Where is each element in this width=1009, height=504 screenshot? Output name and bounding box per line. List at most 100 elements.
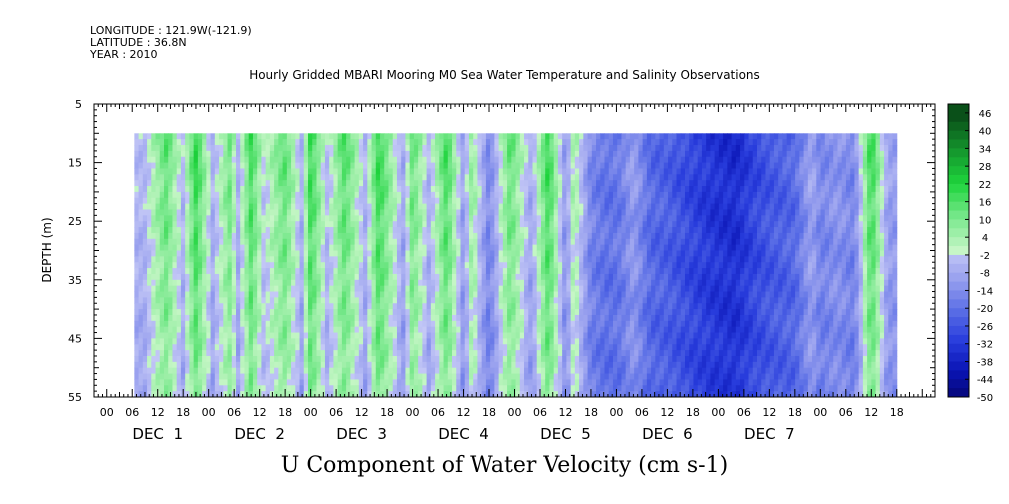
heatmap-cell bbox=[452, 221, 457, 228]
heatmap-cell bbox=[248, 145, 254, 152]
heatmap-cell bbox=[240, 256, 245, 263]
heatmap-cell bbox=[358, 238, 364, 246]
heatmap-cell bbox=[532, 145, 538, 152]
heatmap-cell bbox=[557, 262, 563, 269]
heatmap-cell bbox=[507, 174, 512, 181]
heatmap-cell bbox=[507, 203, 512, 210]
heatmap-cell bbox=[528, 350, 534, 357]
heatmap-cell bbox=[443, 262, 449, 269]
heatmap-cell bbox=[375, 186, 381, 193]
heatmap-cell bbox=[219, 162, 224, 169]
heatmap-cell bbox=[519, 303, 525, 310]
heatmap-cell bbox=[244, 320, 250, 328]
heatmap-cell bbox=[587, 338, 593, 345]
heatmap-cell bbox=[316, 344, 322, 351]
heatmap-cell bbox=[244, 156, 250, 164]
heatmap-cell bbox=[151, 332, 157, 339]
heatmap-cell bbox=[409, 268, 415, 275]
heatmap-cell bbox=[477, 191, 483, 199]
heatmap-cell bbox=[134, 338, 140, 345]
heatmap-cell bbox=[574, 332, 580, 339]
heatmap-cell bbox=[274, 238, 279, 246]
heatmap-cell bbox=[439, 232, 445, 240]
heatmap-cell bbox=[248, 221, 254, 228]
heatmap-cell bbox=[341, 186, 347, 193]
heatmap-cell bbox=[396, 268, 402, 275]
heatmap-cell bbox=[583, 139, 589, 146]
heatmap-cell bbox=[494, 227, 500, 234]
heatmap-cell bbox=[329, 314, 334, 322]
heatmap-cell bbox=[443, 373, 449, 380]
heatmap-cell bbox=[341, 320, 347, 328]
heatmap-cell bbox=[532, 139, 538, 146]
heatmap-cell bbox=[324, 203, 330, 210]
heatmap-cell bbox=[413, 162, 419, 169]
heatmap-cell bbox=[418, 273, 423, 281]
heatmap-cell bbox=[536, 180, 542, 187]
heatmap-cell bbox=[375, 238, 381, 246]
heatmap-cell bbox=[596, 332, 601, 339]
heatmap-cell bbox=[591, 221, 597, 228]
heatmap-cell bbox=[151, 156, 157, 164]
heatmap-cell bbox=[388, 291, 394, 298]
heatmap-cell bbox=[519, 232, 525, 240]
heatmap-cell bbox=[282, 314, 288, 322]
heatmap-cell bbox=[223, 344, 229, 351]
heatmap-cell bbox=[574, 309, 580, 316]
heatmap-cell bbox=[299, 209, 305, 216]
heatmap-cell bbox=[519, 367, 525, 375]
heatmap-cell bbox=[473, 203, 478, 210]
heatmap-cell bbox=[371, 180, 377, 187]
heatmap-cell bbox=[303, 314, 309, 322]
heatmap-cell bbox=[456, 186, 461, 193]
heatmap-cell bbox=[214, 320, 220, 328]
heatmap-cell bbox=[303, 297, 309, 304]
heatmap-cell bbox=[401, 373, 406, 380]
heatmap-cell bbox=[600, 191, 606, 199]
heatmap-cell bbox=[312, 203, 317, 210]
heatmap-cell bbox=[346, 303, 351, 310]
heatmap-cell bbox=[549, 191, 555, 199]
heatmap-cell bbox=[371, 156, 377, 164]
heatmap-cell bbox=[244, 285, 250, 293]
heatmap-cell bbox=[570, 391, 576, 398]
heatmap-cell bbox=[502, 180, 508, 187]
heatmap-cell bbox=[291, 256, 296, 263]
heatmap-cell bbox=[515, 232, 521, 240]
heatmap-cell bbox=[490, 262, 495, 269]
heatmap-cell bbox=[405, 332, 411, 339]
heatmap-cell bbox=[172, 174, 178, 181]
heatmap-cell bbox=[363, 238, 368, 246]
heatmap-cell bbox=[231, 326, 237, 334]
heatmap-cell bbox=[579, 309, 584, 316]
heatmap-cell bbox=[418, 238, 423, 246]
heatmap-cell bbox=[147, 191, 152, 199]
heatmap-cell bbox=[341, 215, 347, 222]
heatmap-cell bbox=[380, 250, 385, 257]
heatmap-cell bbox=[155, 350, 161, 357]
heatmap-cell bbox=[422, 279, 428, 287]
heatmap-cell bbox=[147, 268, 152, 275]
heatmap-cell bbox=[540, 344, 546, 351]
heatmap-cell bbox=[329, 227, 334, 234]
heatmap-cell bbox=[422, 338, 428, 345]
heatmap-cell bbox=[460, 250, 466, 257]
heatmap-cell bbox=[219, 238, 224, 246]
heatmap-cell bbox=[341, 273, 347, 281]
heatmap-cell bbox=[528, 262, 534, 269]
heatmap-cell bbox=[536, 162, 542, 169]
heatmap-cell bbox=[426, 314, 432, 322]
heatmap-cell bbox=[257, 215, 262, 222]
heatmap-cell bbox=[219, 297, 224, 304]
heatmap-cell bbox=[248, 273, 254, 281]
heatmap-cell bbox=[485, 303, 491, 310]
heatmap-cell bbox=[473, 221, 478, 228]
heatmap-cell bbox=[176, 191, 182, 199]
heatmap-cell bbox=[392, 250, 398, 257]
heatmap-cell bbox=[435, 191, 440, 199]
heatmap-cell bbox=[138, 186, 144, 193]
heatmap-cell bbox=[401, 244, 406, 251]
heatmap-cell bbox=[587, 326, 593, 334]
heatmap-cell bbox=[151, 320, 157, 328]
heatmap-cell bbox=[549, 385, 555, 392]
